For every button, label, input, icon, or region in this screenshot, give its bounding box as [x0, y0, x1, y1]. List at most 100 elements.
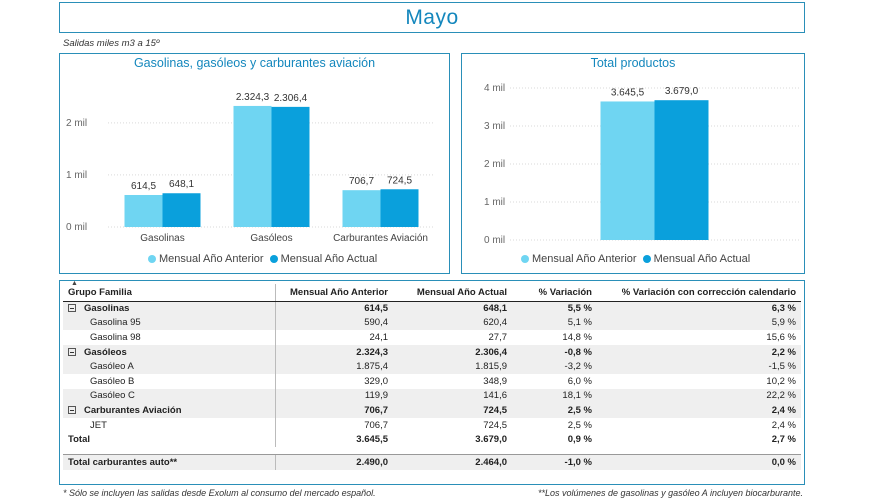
bar-actual[interactable] — [162, 193, 201, 227]
cell-value: 614,5 — [274, 301, 393, 316]
bar-actual[interactable] — [271, 106, 310, 227]
table-total-row[interactable]: Total 3.645,5 3.679,0 0,9 % 2,7 % — [63, 432, 801, 447]
cell-value: 18,1 % — [512, 388, 597, 404]
cell-value: -1,5 % — [597, 359, 801, 374]
y-tick-label: 1 mil — [484, 197, 505, 208]
legend-swatch-anterior — [521, 255, 529, 263]
cell-value: 14,8 % — [562, 331, 592, 343]
bar-actual[interactable] — [380, 189, 419, 227]
footnote-left: * Sólo se incluyen las salidas desde Exo… — [63, 488, 376, 498]
row-label: Carburantes Aviación — [63, 403, 275, 418]
cell-value: 5,5 % — [512, 301, 597, 316]
header-actual[interactable]: Mensual Año Actual — [393, 284, 512, 302]
table-row[interactable]: Gasóleo A 1.875,4 1.815,9 -3,2 % -1,5 % — [63, 359, 801, 374]
cell-value: 620,4 — [393, 315, 512, 331]
y-tick-label: 4 mil — [484, 83, 505, 94]
collapse-icon[interactable] — [68, 405, 76, 414]
legend-label: Mensual Año Anterior — [532, 253, 637, 265]
table-group-row[interactable]: Gasolinas 614,5 648,1 5,5 % 6,3 % — [63, 301, 801, 316]
footnote-right: **Los volúmenes de gasolinas y gasóleo A… — [538, 488, 803, 498]
chart-total-panel: Total productos 0 mil 1 mil 2 mil 3 mil 4 mi… — [461, 53, 805, 274]
collapse-icon[interactable] — [68, 347, 76, 356]
header-variacion[interactable]: % Variación — [512, 284, 597, 302]
y-tick-label: 1 mil — [66, 170, 87, 181]
table-row[interactable]: Gasolina 98 24,1 27,7 14,8 % 15,6 % — [63, 330, 801, 345]
legend-item-actual[interactable]: Mensual Año Actual — [642, 253, 751, 265]
x-tick-label: Gasóleos — [250, 233, 292, 244]
header-anterior[interactable]: Mensual Año Anterior — [274, 284, 393, 302]
data-label: 2.324,3 — [236, 92, 270, 103]
row-label: Gasóleo B — [90, 375, 135, 387]
sort-up-icon[interactable]: ▲ — [71, 280, 78, 287]
bar-anterior[interactable] — [600, 101, 655, 240]
cell-value: 6,0 % — [567, 375, 592, 387]
legend-item-anterior[interactable]: Mensual Año Anterior — [521, 253, 637, 265]
cell-value: 5,1 % — [512, 315, 597, 331]
bar-actual[interactable] — [654, 100, 709, 240]
chart-legend: Mensual Año Anterior Mensual Año Actual — [521, 253, 756, 265]
cell-value: 2,7 % — [771, 434, 796, 446]
cell-value: 3.679,0 — [475, 434, 507, 446]
legend-item-actual[interactable]: Mensual Año Actual — [269, 253, 377, 265]
chart-gasolinas-panel: Gasolinas, gasóleos y carburantes aviaci… — [59, 53, 450, 274]
cell-value: 2.464,0 — [393, 454, 512, 470]
cell-value: 22,2 % — [597, 388, 801, 404]
cell-value: 5,9 % — [597, 315, 801, 331]
units-subtitle: Salidas miles m3 a 15º — [63, 38, 160, 49]
cell-value: 119,9 — [274, 388, 393, 404]
row-label: Gasolinas — [63, 301, 275, 316]
table-row[interactable]: Gasóleo B 329,0 348,9 6,0 % 10,2 % — [63, 373, 801, 389]
row-label: Gasóleo A — [63, 359, 275, 374]
bar-chart-total: 0 mil 1 mil 2 mil 3 mil 4 mil 3.645,5 3.679,0 — [484, 83, 799, 246]
cell-value: -3,2 % — [512, 359, 597, 374]
cell-value: 329,0 — [274, 373, 393, 389]
cell-value: 0,9 % — [567, 434, 592, 446]
cell-value: 27,7 — [488, 331, 508, 343]
table-row[interactable]: Gasolina 95 590,4 620,4 5,1 % 5,9 % — [63, 315, 801, 331]
cell-value: 2,2 % — [597, 344, 801, 360]
table-row[interactable]: Gasóleo C 119,9 141,6 18,1 % 22,2 % — [63, 388, 801, 404]
cell-value: 1.875,4 — [274, 359, 393, 374]
cell-value: 6,3 % — [597, 301, 801, 316]
legend-item-anterior[interactable]: Mensual Año Anterior — [148, 253, 264, 265]
cell-value: 2.324,3 — [274, 344, 393, 360]
chart-legend: Mensual Año Anterior Mensual Año Actual — [148, 253, 383, 265]
table-auto-total-row[interactable]: Total carburantes auto** 2.490,0 2.464,0 -1… — [63, 454, 801, 470]
header-variacion-calendario[interactable]: % Variación con corrección calendario — [597, 284, 801, 302]
row-label: JET — [90, 419, 107, 431]
cell-value: 648,1 — [393, 301, 512, 316]
header-grupo-familia[interactable]: ▲ Grupo Familia — [63, 280, 275, 302]
legend-swatch-anterior — [148, 255, 156, 263]
cell-value: -1,0 % — [512, 454, 597, 470]
x-tick-label: Carburantes Aviación — [333, 233, 428, 244]
cell-value: 15,6 % — [766, 331, 796, 343]
cell-value: 10,2 % — [766, 375, 796, 387]
y-tick-label: 0 mil — [66, 222, 87, 233]
cell-value: 2,4 % — [597, 403, 801, 418]
legend-label: Mensual Año Anterior — [159, 253, 264, 265]
x-tick-label: Gasolinas — [140, 233, 184, 244]
row-label: Total — [68, 434, 90, 446]
y-tick-label: 2 mil — [484, 159, 505, 170]
matrix-table: ▲ Grupo Familia Mensual Año Anterior Mens… — [63, 280, 801, 470]
table-group-row[interactable]: Gasóleos 2.324,3 2.306,4 -0,8 % 2,2 % — [63, 344, 801, 360]
data-label: 706,7 — [349, 176, 374, 187]
data-label: 3.645,5 — [611, 87, 645, 98]
y-tick-label: 0 mil — [484, 235, 505, 246]
bar-anterior[interactable] — [124, 194, 163, 227]
collapse-icon[interactable] — [68, 304, 76, 313]
row-label: Gasóleos — [63, 344, 275, 360]
cell-value: 348,9 — [483, 375, 507, 387]
page-title: Mayo — [405, 5, 459, 29]
cell-value: 3.645,5 — [274, 432, 393, 447]
table-row[interactable]: JET 706,7 724,5 2,5 % 2,4 % — [63, 417, 801, 433]
cell-value: 590,4 — [274, 315, 393, 331]
cell-value: 141,6 — [393, 388, 512, 404]
cell-value: 724,5 — [393, 403, 512, 418]
legend-swatch-actual — [642, 255, 651, 263]
data-label: 3.679,0 — [665, 86, 699, 97]
bar-anterior[interactable] — [233, 105, 272, 227]
bar-anterior[interactable] — [342, 190, 381, 227]
table-group-row[interactable]: Carburantes Aviación 706,7 724,5 2,5 % 2,4 % — [63, 403, 801, 418]
legend-label: Mensual Año Actual — [653, 253, 751, 265]
